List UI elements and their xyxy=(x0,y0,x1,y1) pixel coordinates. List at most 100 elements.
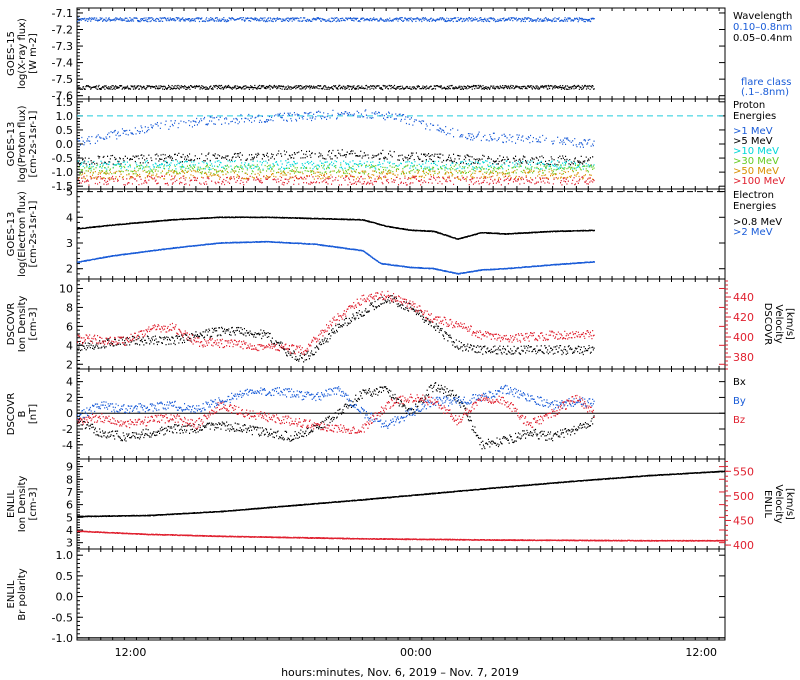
y-axis-label: log(X-ray flux) xyxy=(17,18,28,89)
y2-tick-label: 550 xyxy=(733,465,754,478)
series-By xyxy=(77,384,595,429)
legend-annotation: (.1–.8nm) xyxy=(741,87,789,98)
y-tick-label: 0 xyxy=(66,407,73,420)
series-group xyxy=(77,17,595,90)
series-0.10–0.8nm xyxy=(77,17,595,23)
panel-frame xyxy=(76,368,726,460)
y-axis-label: DSCOVR xyxy=(6,393,17,436)
y-axis-label: [cm-3] xyxy=(28,307,39,340)
legend-item: >2 MeV xyxy=(733,227,773,238)
y-axis-label: [cm-2s-1sr-1] xyxy=(28,200,39,267)
y-tick-label: 0.5 xyxy=(56,570,74,583)
y-tick-label: 0.5 xyxy=(56,124,74,137)
y2-tick-label: 400 xyxy=(733,331,754,344)
y-tick-label: 8 xyxy=(66,301,73,314)
series->5 MeV xyxy=(77,149,594,166)
series->1 MeV xyxy=(77,109,595,148)
y-tick-label: -1.0 xyxy=(52,166,73,179)
y2-axis-label: [km/s] xyxy=(784,488,795,520)
series-group xyxy=(77,216,595,275)
y-tick-label: -2 xyxy=(62,423,73,436)
y2-tick-label: 380 xyxy=(733,351,754,364)
y-axis-label: [nT] xyxy=(28,404,39,424)
y-axis-label: log(Electron flux) xyxy=(17,191,28,277)
series->50 MeV xyxy=(78,169,594,181)
panel-goes13-proton: 1.51.00.50.0-0.5-1.0-1.5 GOES-13 log(Proto… xyxy=(6,96,726,193)
series->100 MeV xyxy=(77,175,595,186)
x-tick-label: 12:00 xyxy=(115,646,147,659)
legend-item: 0.10–0.8nm xyxy=(733,22,792,33)
y-tick-label: 1.0 xyxy=(56,110,74,123)
legend-item: >5 MeV xyxy=(733,136,773,147)
y-tick-label: -1.5 xyxy=(52,180,73,193)
y-axis-label: Ion Density xyxy=(17,476,28,533)
legend-annotation: flare class xyxy=(741,77,791,88)
y2-axis-label: ENLIL xyxy=(762,490,773,518)
y-axis-label: [cm-2s-1sr-1] xyxy=(28,110,39,177)
y-tick-label: 4 xyxy=(66,376,73,389)
legend-title: Electron xyxy=(733,190,774,201)
panel-goes15-xray: -7.1 -7.2 -7.3 -7.4 -7.5 -7.6 GOES-15 log(X-ray… xyxy=(6,7,726,103)
y-tick-label: 10 xyxy=(59,282,73,295)
y-tick-label: 8 xyxy=(66,473,73,486)
y-tick-label: 1.5 xyxy=(56,96,74,109)
legend-item: Bz xyxy=(733,415,745,426)
legend-item: >1 MeV xyxy=(733,126,773,137)
legend-item: >0.8 MeV xyxy=(733,217,782,228)
y-axis-label: GOES-15 xyxy=(6,31,17,76)
panel-frame xyxy=(76,7,726,100)
y-tick-label: 0.0 xyxy=(56,591,74,604)
y-tick-label: -4 xyxy=(62,439,73,452)
y-axis-label: Ion Density xyxy=(17,296,28,353)
y-tick-label: 4 xyxy=(66,211,73,224)
y-axis-label: [cm-3] xyxy=(28,487,39,520)
y-tick-label: 3 xyxy=(66,237,73,250)
x-tick-label: 00:00 xyxy=(400,646,432,659)
panel-enlil-polarity: 1.0 0.5 0.0 -0.5 -1.0 ENLIL Br polarity xyxy=(6,548,726,645)
legend-item: >10 MeV xyxy=(733,146,779,157)
series-group xyxy=(77,470,725,542)
y-axis-label: log(Proton flux) xyxy=(17,105,28,182)
series-Density xyxy=(77,530,725,542)
legend-item: >100 MeV xyxy=(733,176,785,187)
legend-title: Wavelength xyxy=(733,11,792,22)
y2-axis-label: Velocity xyxy=(773,484,784,523)
panel-goes13-electron: 5 4 3 2 GOES-13 log(Electron flux) [cm-2s-1sr-… xyxy=(6,186,726,280)
legend-item: Bx xyxy=(733,377,746,388)
series-group xyxy=(77,382,595,450)
y-axis-label: B xyxy=(17,410,28,417)
y2-axis-label: [km/s] xyxy=(784,308,795,340)
y-tick-label: -7.4 xyxy=(52,57,73,70)
y2-tick-label: 500 xyxy=(733,490,754,503)
series-0.05–0.4nm xyxy=(77,84,595,90)
y-axis-label: ENLIL xyxy=(6,580,17,608)
y-tick-label: 5 xyxy=(66,511,73,524)
series-Velocity xyxy=(77,290,595,356)
y-tick-label: 7 xyxy=(66,486,73,499)
y-tick-label: -7.1 xyxy=(52,7,73,20)
series-Bz xyxy=(77,393,595,435)
x-tick-label: 12:00 xyxy=(685,646,717,659)
y-tick-label: 2 xyxy=(66,263,73,276)
y-axis-label: GOES-13 xyxy=(6,122,17,167)
series-Velocity xyxy=(77,470,725,518)
series-group xyxy=(77,109,595,186)
y-tick-label: 4 xyxy=(66,524,73,537)
panel-frame xyxy=(76,278,726,370)
legend-item: >30 MeV xyxy=(733,156,779,167)
y-tick-label: 2 xyxy=(66,391,73,404)
legend-item: >50 MeV xyxy=(733,166,779,177)
series->0.8 MeV xyxy=(77,216,595,241)
y-axis-label: Br polarity xyxy=(17,568,28,620)
y2-axis-label: DSCOVR xyxy=(762,303,773,346)
y-tick-label: 6 xyxy=(66,499,73,512)
y-tick-label: 4 xyxy=(66,339,73,352)
y-tick-label: -7.2 xyxy=(52,24,73,37)
y2-tick-label: 400 xyxy=(733,539,754,552)
y-axis-label: GOES-13 xyxy=(6,212,17,257)
y-tick-label: 5 xyxy=(66,186,73,199)
y-tick-label: 0.0 xyxy=(56,138,74,151)
y-tick-label: -1.0 xyxy=(52,632,73,645)
y2-tick-label: 440 xyxy=(733,291,754,304)
